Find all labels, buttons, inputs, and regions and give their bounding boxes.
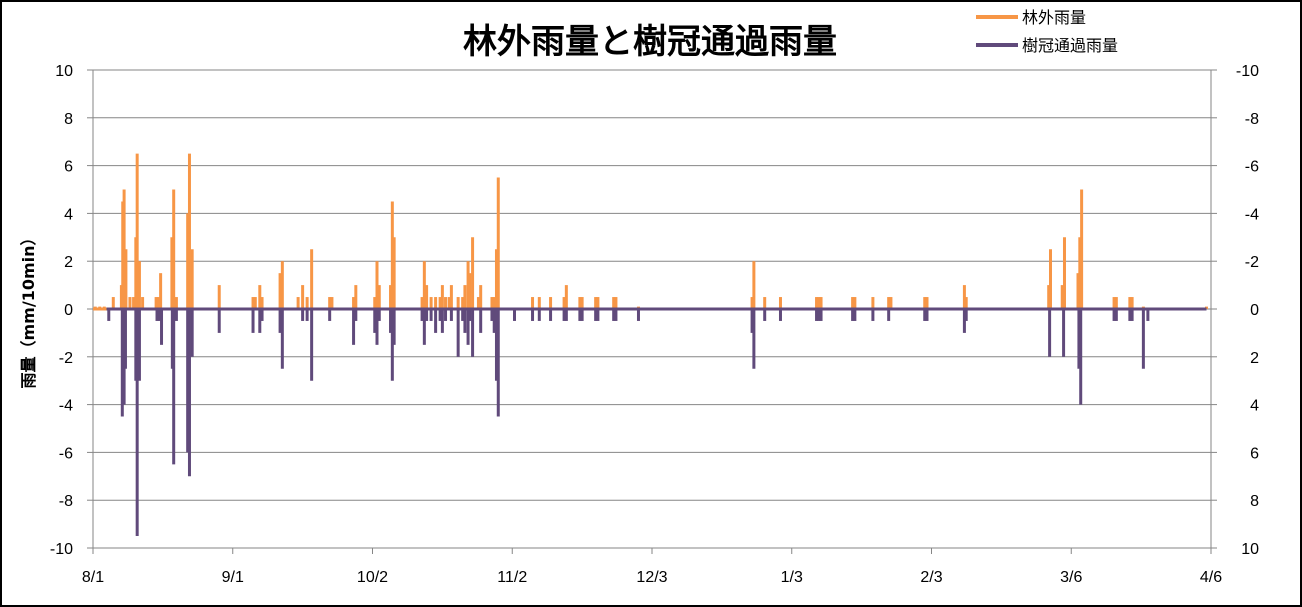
y-axis-label: 雨量（mm/10min） [19, 229, 38, 388]
y-tick-right: 10 [1241, 541, 1259, 558]
x-tick-label: 1/3 [781, 569, 803, 586]
y-tick-left: -10 [50, 541, 73, 558]
y-tick-left: -8 [59, 493, 73, 510]
data-marks [93, 153, 1208, 537]
y-tick-left: 8 [64, 111, 73, 128]
x-tick-label: 12/3 [636, 569, 667, 586]
x-tick-label: 2/3 [920, 569, 942, 586]
y-tick-right: -10 [1236, 63, 1259, 80]
y-tick-left: -4 [59, 398, 73, 415]
y-tick-left: 0 [64, 302, 73, 319]
y-tick-right: -2 [1245, 254, 1259, 271]
x-tick-label: 4/6 [1200, 569, 1222, 586]
y-tick-left: -2 [59, 350, 73, 367]
chart-title: 林外雨量と樹冠通過雨量 [463, 22, 837, 62]
y-tick-right: 0 [1250, 302, 1259, 319]
y-tick-right: 4 [1250, 398, 1259, 415]
y-tick-right: 6 [1250, 445, 1259, 462]
y-tick-left: 2 [64, 254, 73, 271]
x-tick-label: 3/6 [1060, 569, 1082, 586]
grid [87, 69, 1217, 554]
x-tick-label: 8/1 [82, 569, 104, 586]
y-tick-right: 8 [1250, 493, 1259, 510]
y-tick-left: 6 [64, 159, 73, 176]
x-tick-label: 9/1 [222, 569, 244, 586]
y-tick-left: 4 [64, 206, 73, 223]
y-tick-right: -6 [1245, 159, 1259, 176]
tick-labels: 10 -10 8 -8 6 -6 4 -4 2 -2 0 0 -2 2 -4 4 -6 6 -8 8 -10 10 8/1 9… [50, 63, 1259, 586]
y-tick-right: -8 [1245, 111, 1259, 128]
x-tick-label: 11/2 [497, 569, 527, 586]
legend-label-through: 樹冠通過雨量 [1022, 36, 1118, 55]
y-tick-right: 2 [1250, 350, 1259, 367]
y-tick-left: 10 [55, 63, 73, 80]
y-tick-left: -6 [59, 445, 73, 462]
legend: 林外雨量 樹冠通過雨量 [976, 8, 1118, 55]
y-tick-right: -4 [1245, 206, 1259, 223]
x-tick-label: 10/2 [357, 569, 388, 586]
legend-label-open: 林外雨量 [1022, 8, 1086, 27]
